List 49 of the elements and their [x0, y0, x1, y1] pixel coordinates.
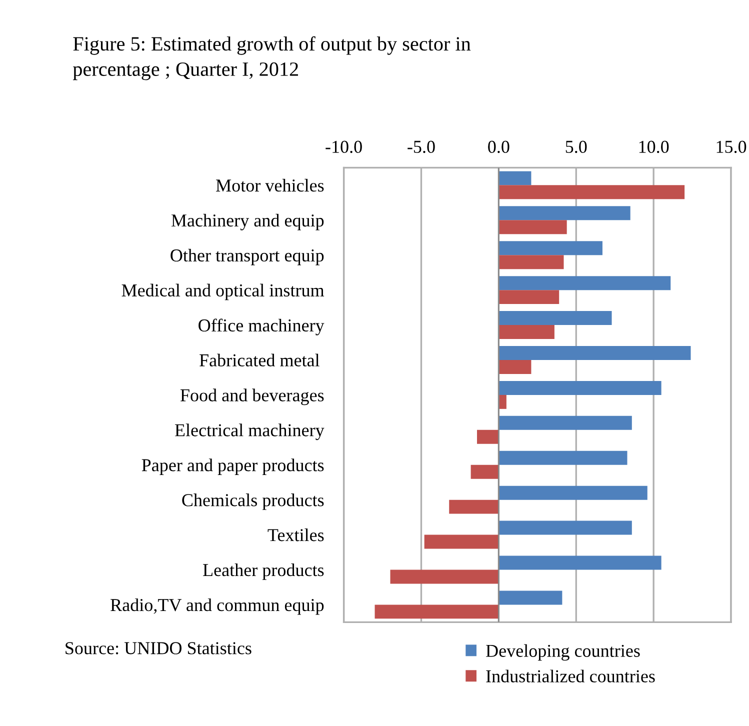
- bar: [498, 311, 612, 326]
- bar: [498, 450, 628, 465]
- bar: [498, 255, 564, 270]
- x-tick-label: 5.0: [566, 140, 587, 154]
- bar: [498, 590, 562, 605]
- x-tick-label: -10.0: [326, 140, 362, 154]
- bar: [498, 206, 630, 220]
- bar: [374, 604, 499, 619]
- legend-label: Industrialized countries: [486, 670, 655, 682]
- y-tick-label: Textiles: [268, 528, 324, 542]
- bar: [498, 276, 671, 290]
- bar: [424, 534, 499, 549]
- bar: [477, 430, 499, 444]
- y-tick-label: Motor vehicles: [216, 178, 324, 192]
- bar: [449, 500, 499, 514]
- y-tick-label: Paper and paper products: [142, 458, 324, 475]
- x-tick-label: 0.0: [488, 140, 510, 154]
- bar: [498, 394, 506, 409]
- bar: [498, 416, 632, 430]
- bar: [498, 360, 532, 374]
- legend-label: Developing countries: [486, 644, 640, 661]
- y-tick-label: Chemicals products: [182, 494, 324, 510]
- y-tick-label: Radio,TV and commun equip: [110, 598, 324, 615]
- y-tick-label: Other transport equip: [170, 248, 324, 266]
- y-tick-label: Electrical machinery: [174, 424, 324, 440]
- bar: [498, 556, 662, 570]
- bar: [470, 464, 499, 479]
- bar: [390, 570, 499, 584]
- y-tick-label: Fabricated metal: [200, 354, 320, 366]
- x-tick-label: 10.0: [639, 140, 669, 154]
- chart-title: Figure 5: Estimated growth of output by sector in percentage ; Quarter I, 2012: [72, 36, 471, 80]
- bar: [498, 290, 560, 304]
- bar: [498, 486, 648, 500]
- bar: [498, 185, 685, 200]
- bar: [498, 325, 554, 340]
- bar: [498, 241, 602, 256]
- y-tick-label: Medical and optical instrum: [122, 284, 324, 300]
- bar: [498, 220, 567, 234]
- bar: [498, 346, 691, 360]
- source-note: Source: UNIDO Statistics: [66, 642, 252, 654]
- bar: [498, 520, 632, 535]
- bar: [498, 171, 532, 186]
- y-tick-label: Machinery and equip: [171, 214, 324, 230]
- bar: [498, 380, 662, 395]
- x-tick-label: 15.0: [716, 140, 746, 154]
- y-tick-label: Office machinery: [198, 318, 324, 336]
- y-tick-label: Leather products: [203, 563, 324, 580]
- y-tick-label: Food and beverages: [180, 388, 324, 406]
- x-tick-label: -5.0: [408, 140, 435, 154]
